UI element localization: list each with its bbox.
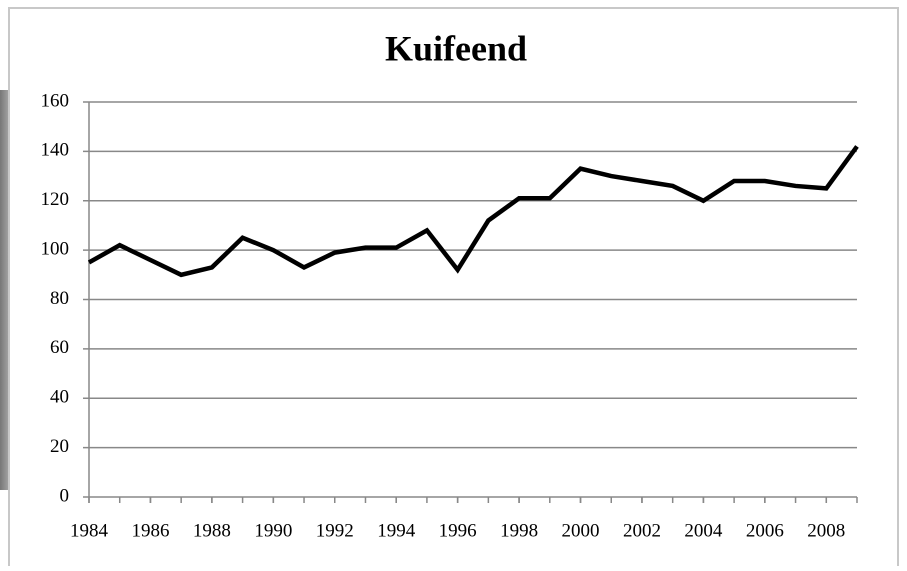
x-tick-label: 2000 bbox=[562, 520, 600, 541]
x-tick-label: 1986 bbox=[131, 520, 169, 541]
x-tick-label: 2006 bbox=[746, 520, 784, 541]
x-tick-label: 2004 bbox=[684, 520, 723, 541]
x-tick-label: 2002 bbox=[623, 520, 661, 541]
x-tick-label: 1992 bbox=[316, 520, 354, 541]
x-tick-label: 1984 bbox=[70, 520, 109, 541]
y-tick-label: 0 bbox=[60, 485, 70, 506]
x-tick-label: 2008 bbox=[807, 520, 845, 541]
x-tick-label: 1996 bbox=[439, 520, 477, 541]
x-tick-label: 1988 bbox=[193, 520, 231, 541]
chart-title: Kuifeend bbox=[385, 28, 527, 68]
y-tick-label: 160 bbox=[41, 90, 70, 111]
y-tick-label: 60 bbox=[50, 337, 69, 358]
y-tick-label: 20 bbox=[50, 436, 69, 457]
y-tick-label: 120 bbox=[41, 189, 70, 210]
y-tick-label: 40 bbox=[50, 387, 69, 408]
x-tick-label: 1994 bbox=[377, 520, 416, 541]
page: Kuifeend 0 20 40 60 80 100 120 140 160 1984 1986 19… bbox=[0, 0, 907, 566]
chart: Kuifeend 0 20 40 60 80 100 120 140 160 1984 1986 19… bbox=[0, 0, 907, 566]
x-tick-label: 1998 bbox=[500, 520, 538, 541]
y-tick-label: 80 bbox=[50, 288, 69, 309]
y-tick-label: 140 bbox=[41, 140, 70, 161]
chart-frame bbox=[9, 8, 898, 566]
x-tick-label: 1990 bbox=[254, 520, 292, 541]
y-tick-label: 100 bbox=[41, 238, 70, 259]
